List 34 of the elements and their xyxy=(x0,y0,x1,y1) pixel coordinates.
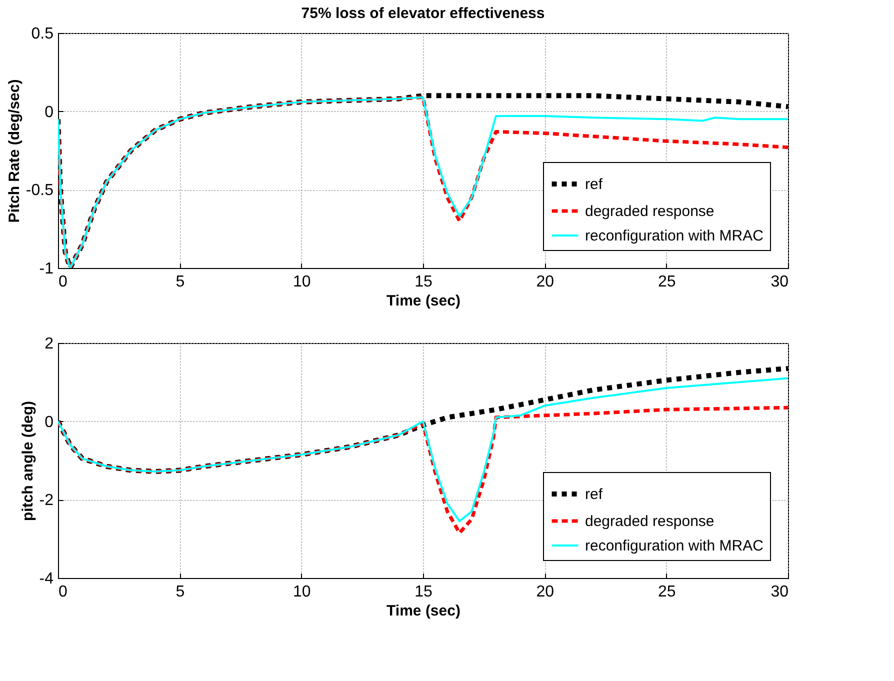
x-tick-label: 30 xyxy=(770,584,789,600)
x-tick-label: 30 xyxy=(770,274,789,290)
x-tick-label: 0 xyxy=(58,584,68,600)
y-axis-title: pitch angle (deg) xyxy=(19,400,36,521)
x-tick-label: 20 xyxy=(536,584,554,600)
legend-label: ref xyxy=(585,176,604,193)
y-tick-label: 0.5 xyxy=(31,26,54,42)
x-tick-label: 0 xyxy=(58,274,68,290)
legend-label: reconfiguration with MRAC xyxy=(585,538,764,554)
y-tick-label: 0 xyxy=(44,104,54,121)
x-tick-label: 5 xyxy=(176,274,185,290)
x-axis-title: Time (sec) xyxy=(386,292,460,310)
y-tick-label: -2 xyxy=(39,492,54,510)
y-tick-label: -1 xyxy=(39,260,54,278)
x-tick-label: 10 xyxy=(292,274,311,290)
x-tick-label: 10 xyxy=(292,584,311,600)
y-axis-title: Pitch Rate (deg/sec) xyxy=(6,79,23,223)
y-tick-label: -0.5 xyxy=(26,182,54,200)
x-tick-label: 20 xyxy=(536,274,554,290)
legend-label: degraded response xyxy=(585,513,714,530)
y-tick-label: 2 xyxy=(44,336,54,352)
y-tick-label: 0 xyxy=(44,414,54,431)
legend-label: degraded response xyxy=(585,203,714,220)
y-tick-label: -4 xyxy=(39,570,54,588)
x-tick-label: 15 xyxy=(414,584,432,600)
x-tick-label: 25 xyxy=(658,584,676,600)
line-series xyxy=(58,406,788,535)
x-tick-label: 15 xyxy=(414,274,432,290)
x-tick-label: 25 xyxy=(658,274,676,290)
legend-label: ref xyxy=(585,486,604,503)
legend-label: reconfiguration with MRAC xyxy=(585,228,764,244)
x-tick-label: 5 xyxy=(176,584,185,600)
x-axis-title: Time (sec) xyxy=(386,602,460,620)
chart-title: 75% loss of elevator effectiveness xyxy=(301,5,545,22)
